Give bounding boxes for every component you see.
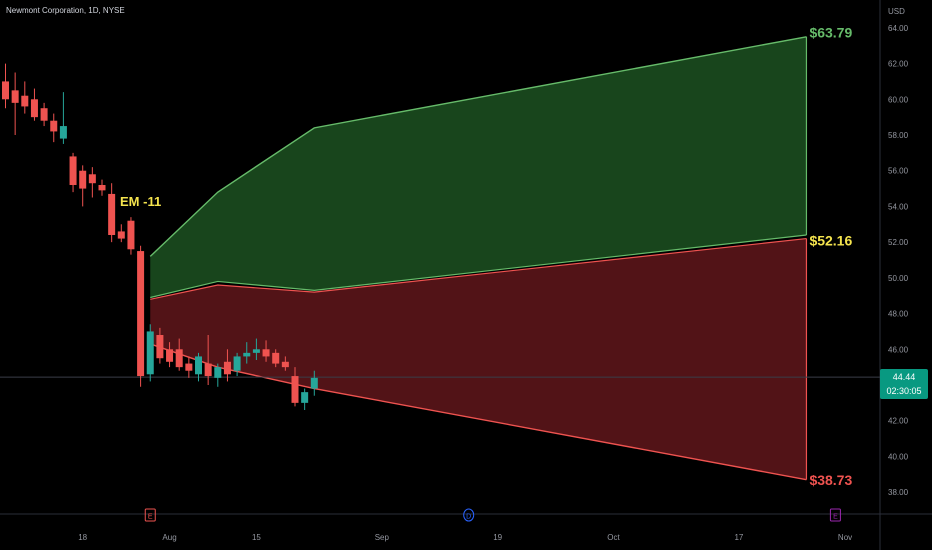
candle-body <box>137 251 145 377</box>
lower-inner-line <box>150 237 807 300</box>
candle-body <box>301 392 309 403</box>
candle-body <box>195 356 202 375</box>
candle-body <box>310 377 318 389</box>
candle-body <box>59 126 67 139</box>
event-marker-letter: D <box>466 514 471 521</box>
candle-body <box>50 120 58 132</box>
candle-body <box>204 363 212 377</box>
price-tick-label: 52.00 <box>888 238 909 247</box>
price-tick-label: 58.00 <box>888 131 909 140</box>
event-marker-letter: E <box>148 514 153 521</box>
candle-body <box>40 108 48 121</box>
event-marker-letter: E <box>833 514 838 521</box>
candle-body <box>98 185 106 191</box>
price-tick-label: 48.00 <box>888 310 909 319</box>
price-tick-label: 64.00 <box>888 24 909 33</box>
candle-body <box>146 331 154 375</box>
price-tick-label: 50.00 <box>888 274 909 283</box>
upper-inner-line <box>150 234 807 299</box>
current-price-value: 44.44 <box>892 372 916 382</box>
lower-range-area <box>150 238 807 480</box>
lower-range-line <box>150 343 807 481</box>
candle-body <box>214 367 222 378</box>
candle-body <box>291 376 299 403</box>
candle-body <box>108 193 116 235</box>
candle-body <box>2 81 9 100</box>
candle-body <box>117 231 125 239</box>
price-tick-label: 56.00 <box>888 167 909 176</box>
candle-body <box>21 95 29 107</box>
time-tick-label: 17 <box>734 533 743 542</box>
price-tick-label: 38.00 <box>888 488 909 497</box>
range-price-label: $52.16 <box>809 232 852 248</box>
time-tick-label: Sep <box>375 533 390 542</box>
candle-body <box>175 349 183 368</box>
candle-body <box>88 174 96 184</box>
price-tick-label: 62.00 <box>888 60 909 69</box>
event-marker <box>829 508 841 522</box>
range-price-label: $38.73 <box>809 472 852 488</box>
event-marker <box>463 508 475 522</box>
expected-move-label: EM -11 <box>120 194 161 209</box>
candle-body <box>233 356 241 371</box>
time-tick-label: Oct <box>607 533 620 542</box>
current-price-badge: 44.44 02:30:05 <box>880 369 928 399</box>
candle-body <box>69 156 77 185</box>
candle-body <box>185 363 193 371</box>
event-marker <box>144 508 156 522</box>
candle-body <box>223 361 231 375</box>
candle-body <box>281 361 289 368</box>
time-tick-label: 19 <box>493 533 502 542</box>
price-tick-label: 54.00 <box>888 202 909 211</box>
time-tick-label: Nov <box>838 533 852 542</box>
chart-title: Newmont Corporation, 1D, NYSE <box>6 6 125 15</box>
price-tick-label: 42.00 <box>888 417 909 426</box>
candle-body <box>11 90 19 103</box>
countdown-timer: 02:30:05 <box>886 386 922 396</box>
candle-body <box>262 349 270 357</box>
candle-body <box>79 170 87 189</box>
time-tick-label: 18 <box>78 533 87 542</box>
candle-body <box>166 349 174 362</box>
candle-body <box>272 352 280 364</box>
candle-body <box>127 220 135 250</box>
upper-range-line <box>149 36 807 257</box>
price-tick-label: 60.00 <box>888 95 909 104</box>
candle-body <box>243 352 251 357</box>
upper-range-area <box>150 36 807 298</box>
time-tick-label: 15 <box>252 533 261 542</box>
price-tick-label: 40.00 <box>888 452 909 461</box>
price-tick-label: 46.00 <box>888 345 909 354</box>
candle-body <box>30 99 38 118</box>
time-tick-label: Aug <box>162 533 176 542</box>
price-axis-currency: USD <box>888 7 905 16</box>
candle-body <box>252 349 260 353</box>
range-price-label: $63.79 <box>809 25 852 41</box>
candle-body <box>156 335 164 359</box>
